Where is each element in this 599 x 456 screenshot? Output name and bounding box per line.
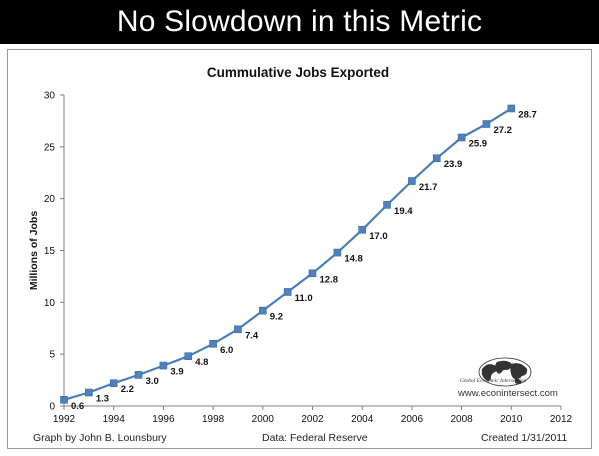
data-point: [283, 288, 292, 296]
x-tick-label: 2006: [401, 414, 424, 425]
x-tick-label: 1992: [53, 414, 76, 425]
data-point: [234, 325, 242, 334]
data-point: [507, 104, 516, 113]
data-point: [134, 371, 143, 379]
x-tick-label: 2010: [500, 414, 523, 425]
data-label: 6.0: [220, 345, 233, 356]
data-point: [333, 248, 342, 257]
data-point: [358, 225, 367, 234]
series-line: [63, 107, 512, 401]
data-point: [85, 388, 93, 397]
data-label: 28.7: [518, 109, 537, 120]
data-label: 27.2: [493, 125, 512, 136]
data-point: [184, 352, 193, 361]
y-tick-label: 0: [49, 402, 55, 413]
data-point: [383, 201, 391, 209]
logo-caption: Global Economic Intersection: [460, 378, 527, 384]
data-point: [60, 395, 68, 404]
y-tick-label: 30: [44, 91, 56, 102]
footer-created: Created 1/31/2011: [481, 432, 568, 444]
banner: No Slowdown in this Metric: [0, 0, 599, 44]
logo-url: www.econintersect.com: [458, 388, 558, 399]
x-tick-label: 2012: [550, 414, 573, 425]
x-tick-label: 1994: [103, 414, 126, 425]
data-label: 0.6: [71, 401, 84, 412]
footer-source: Data: Federal Reserve: [262, 432, 368, 444]
globe-logo: [478, 357, 532, 387]
chart-title: Cummulative Jobs Exported: [207, 65, 389, 80]
data-point: [109, 379, 118, 387]
data-point: [432, 154, 441, 163]
x-tick-label: 2008: [450, 414, 473, 425]
x-tick-label: 1996: [152, 414, 175, 425]
data-label: 3.9: [170, 367, 183, 378]
data-label: 9.2: [270, 312, 283, 323]
data-label: 17.0: [369, 231, 388, 242]
data-point: [457, 133, 466, 142]
data-label: 23.9: [444, 159, 463, 170]
data-label: 1.3: [96, 394, 109, 405]
data-label: 2.2: [121, 384, 134, 395]
y-tick-label: 20: [44, 194, 56, 205]
data-point: [308, 269, 317, 278]
data-label: 14.8: [344, 254, 363, 265]
y-tick-label: 5: [49, 350, 55, 361]
banner-title: No Slowdown in this Metric: [116, 5, 483, 38]
data-label: 21.7: [419, 182, 438, 193]
data-point: [408, 177, 416, 185]
x-tick-label: 2004: [351, 414, 374, 425]
x-tick-label: 1998: [202, 414, 225, 425]
data-point: [209, 339, 217, 348]
data-point: [159, 361, 168, 370]
data-label: 7.4: [245, 330, 259, 341]
x-tick-label: 2000: [252, 414, 275, 425]
data-label: 19.4: [394, 206, 413, 217]
data-point: [482, 120, 491, 128]
data-label: 3.0: [146, 376, 159, 387]
x-tick-label: 2002: [301, 414, 324, 425]
data-label: 11.0: [295, 293, 313, 304]
globe-icon: [478, 357, 532, 387]
footer-credit: Graph by John B. Lounsbury: [33, 432, 167, 444]
y-axis-label: Millions of Jobs: [28, 211, 40, 290]
data-point: [258, 306, 267, 315]
data-label: 4.8: [195, 357, 208, 368]
y-tick-label: 10: [44, 298, 56, 309]
data-label: 12.8: [320, 274, 339, 285]
y-tick-label: 15: [44, 246, 56, 257]
y-tick-label: 25: [44, 142, 56, 153]
data-label: 25.9: [469, 139, 488, 150]
